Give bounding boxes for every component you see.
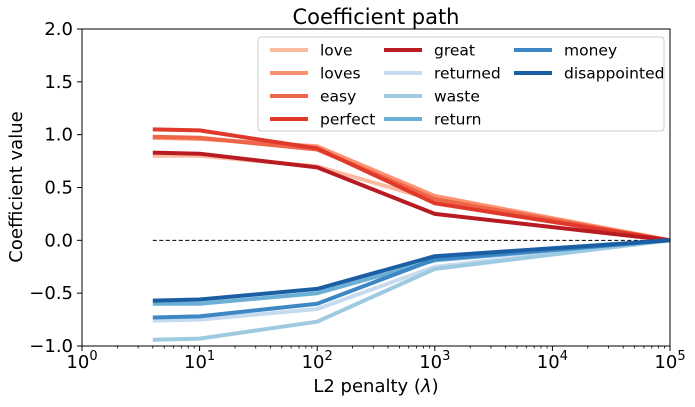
series-line-perfect	[152, 127, 671, 243]
x-axis-label: L2 penalty (λ)	[313, 376, 438, 397]
y-tick-label: 1.5	[44, 72, 73, 93]
legend-label-perfect: perfect	[320, 111, 375, 129]
legend-box	[257, 36, 665, 132]
y-tick-label: −1.0	[29, 336, 73, 357]
x-tick-label: 104	[537, 349, 568, 373]
x-tick-label: 103	[419, 349, 450, 373]
chart-title: Coefficient path	[293, 5, 460, 29]
y-tick-label: 0.0	[44, 230, 73, 251]
legend: love loves easy perfect great returned waste re…	[257, 36, 665, 132]
series-line-waste	[152, 238, 671, 342]
y-axis-label: Coefficient value	[6, 111, 27, 262]
legend-label-money: money	[564, 42, 617, 60]
x-tick-label: 101	[184, 349, 215, 373]
x-tick-label: 105	[654, 349, 685, 373]
legend-label-returned: returned	[434, 65, 501, 83]
y-tick-label: 0.5	[44, 178, 73, 199]
legend-label-love: love	[320, 42, 353, 60]
x-tick-label: 100	[66, 349, 97, 373]
x-tick-label: 102	[302, 349, 333, 373]
series-line-money	[152, 238, 671, 320]
legend-label-waste: waste	[434, 88, 480, 106]
legend-label-loves: loves	[320, 65, 361, 83]
series-line-disappointed	[152, 238, 671, 303]
series-line-easy	[152, 134, 671, 243]
y-tick-label: 2.0	[44, 19, 73, 40]
legend-label-easy: easy	[320, 88, 356, 106]
legend-label-great: great	[434, 42, 475, 60]
plot-area: 100 101 102 103 104 105 −1.0 −0.5 0.0 0.5 1.0 1.5 2.…	[29, 19, 685, 373]
y-tick-label: 1.0	[44, 125, 73, 146]
legend-label-return: return	[434, 111, 481, 129]
y-tick-label: −0.5	[29, 283, 73, 304]
series-line-great	[152, 150, 671, 243]
legend-label-disappointed: disappointed	[564, 65, 664, 83]
